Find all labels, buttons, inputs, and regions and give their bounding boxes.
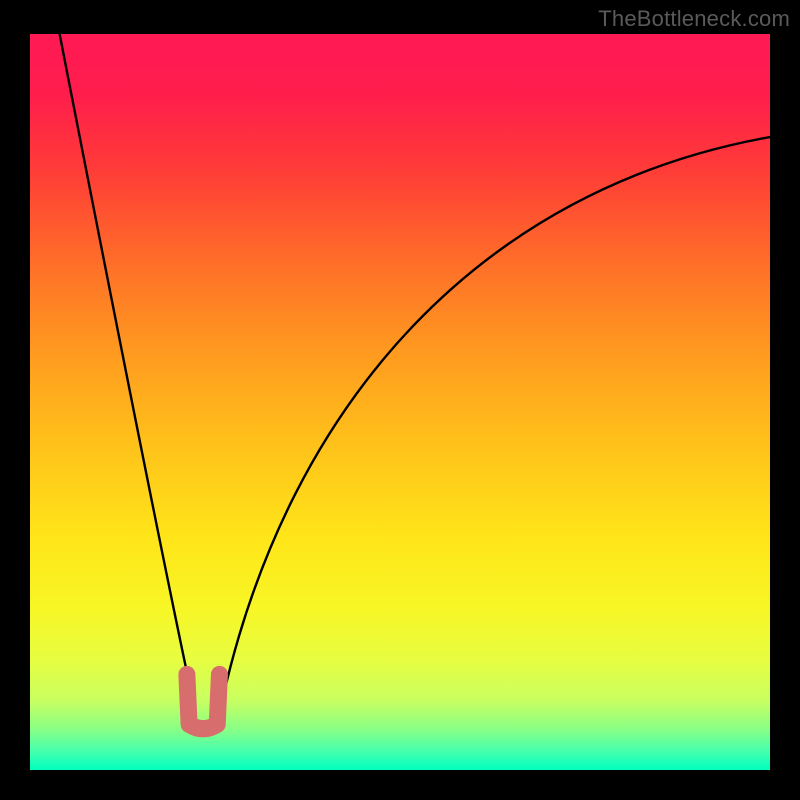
chart-container: TheBottleneck.com [0,0,800,800]
gradient-panel [30,34,770,770]
bottleneck-chart [0,0,800,800]
watermark-text: TheBottleneck.com [598,6,790,32]
